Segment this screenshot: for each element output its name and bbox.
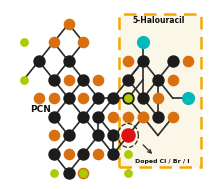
Point (126, 134, 130, 137)
Point (111, 153, 115, 156)
Point (156, 115, 160, 118)
Point (186, 97, 189, 100)
Point (126, 97, 130, 100)
Point (126, 171, 130, 174)
Point (126, 134, 130, 137)
Point (52, 97, 55, 100)
Point (67, 97, 70, 100)
Point (97, 153, 100, 156)
Point (141, 41, 145, 44)
Point (82, 171, 85, 174)
Point (67, 153, 70, 156)
Text: 5-Halouracil: 5-Halouracil (133, 15, 185, 25)
Point (52, 115, 55, 118)
Point (141, 60, 145, 63)
Point (52, 134, 55, 137)
Point (82, 153, 85, 156)
Point (171, 115, 175, 118)
Point (156, 78, 160, 81)
Point (156, 97, 160, 100)
Point (82, 115, 85, 118)
Point (141, 97, 145, 100)
Point (52, 41, 55, 44)
Point (126, 115, 130, 118)
Point (67, 78, 70, 81)
Point (171, 78, 175, 81)
Point (22, 78, 26, 81)
Text: PCN: PCN (30, 105, 51, 114)
Point (37, 60, 41, 63)
Point (141, 115, 145, 118)
Point (67, 60, 70, 63)
Point (111, 134, 115, 137)
Point (126, 97, 130, 100)
Point (126, 153, 130, 156)
Point (52, 171, 55, 174)
Point (111, 115, 115, 118)
Point (67, 171, 70, 174)
Point (111, 97, 115, 100)
Point (52, 153, 55, 156)
Point (126, 78, 130, 81)
Point (97, 115, 100, 118)
Point (97, 97, 100, 100)
Point (126, 60, 130, 63)
Point (82, 171, 85, 174)
Point (67, 134, 70, 137)
Text: Doped Cl / Br / I: Doped Cl / Br / I (135, 159, 190, 164)
Point (22, 41, 26, 44)
Point (82, 41, 85, 44)
Point (67, 22, 70, 25)
Point (52, 78, 55, 81)
Point (82, 78, 85, 81)
Point (37, 97, 41, 100)
Point (186, 60, 189, 63)
Point (171, 60, 175, 63)
Point (97, 78, 100, 81)
Point (82, 97, 85, 100)
Point (141, 115, 145, 118)
Point (97, 134, 100, 137)
FancyBboxPatch shape (119, 14, 201, 167)
